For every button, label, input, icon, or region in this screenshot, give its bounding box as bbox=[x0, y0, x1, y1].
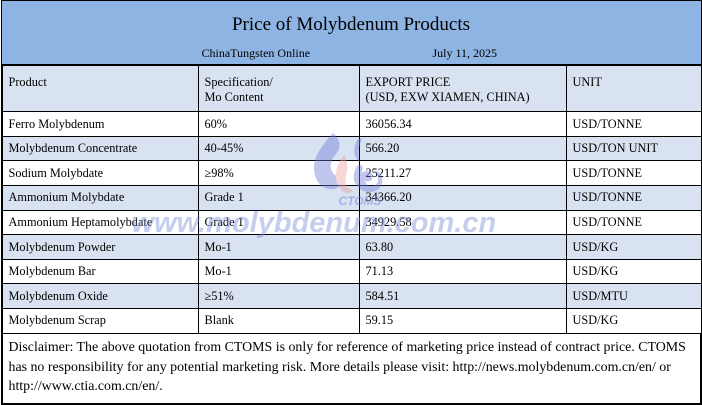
svg-text:CTOMS: CTOMS bbox=[338, 194, 381, 208]
